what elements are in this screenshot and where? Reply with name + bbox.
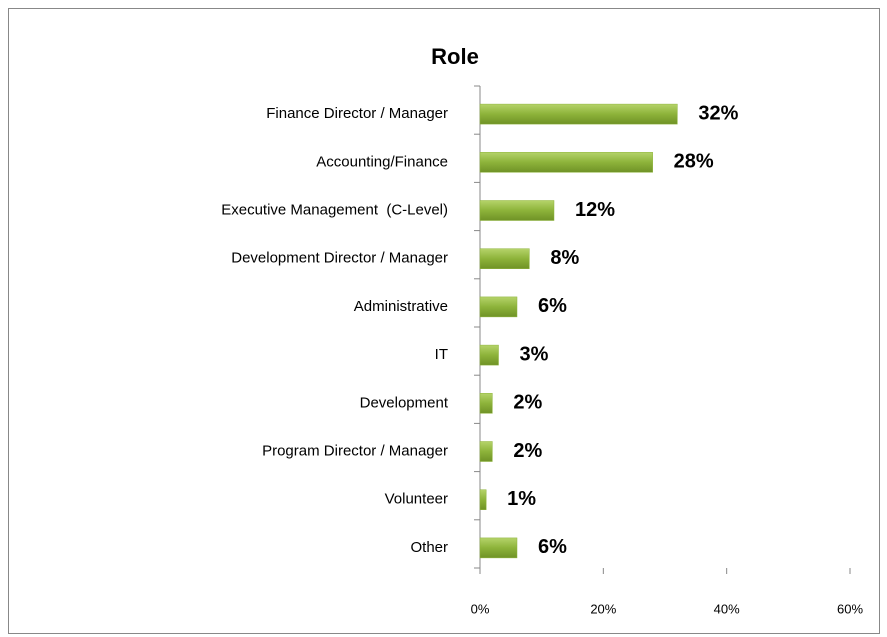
data-label: 8% (550, 247, 579, 269)
data-label: 32% (698, 102, 738, 124)
chart-frame (8, 8, 880, 634)
y-tick-label: Finance Director / Manager (266, 105, 448, 122)
bar (479, 103, 678, 125)
y-tick-label: Administrative (354, 298, 448, 315)
data-label: 6% (538, 295, 567, 317)
y-tick-label: Executive Management (C-Level) (221, 201, 448, 218)
data-label: 1% (507, 488, 536, 510)
bar (479, 296, 518, 318)
x-tick-label: 20% (590, 601, 616, 616)
y-tick-label: Other (410, 539, 448, 556)
bar (479, 441, 493, 462)
data-label: 3% (520, 343, 549, 365)
bar (479, 200, 555, 221)
bar (479, 152, 653, 173)
data-label: 28% (674, 151, 714, 173)
y-tick-label: Volunteer (385, 491, 448, 508)
data-label: 12% (575, 199, 615, 221)
x-tick-label: 0% (471, 601, 490, 616)
data-label: 2% (513, 392, 542, 414)
bar (479, 489, 487, 510)
bar (479, 248, 530, 269)
bar (479, 393, 493, 414)
x-tick-label: 60% (837, 601, 863, 616)
data-label: 2% (513, 440, 542, 462)
bar (479, 537, 518, 559)
bar (479, 344, 499, 366)
data-label: 6% (538, 536, 567, 558)
y-tick-label: Program Director / Manager (262, 442, 448, 459)
y-tick-label: Development (360, 394, 449, 411)
chart-title: Role (431, 44, 479, 69)
x-tick-label: 40% (714, 601, 740, 616)
y-tick-label: Accounting/Finance (316, 153, 448, 170)
y-tick-label: IT (435, 346, 448, 363)
y-tick-label: Development Director / Manager (231, 250, 448, 267)
